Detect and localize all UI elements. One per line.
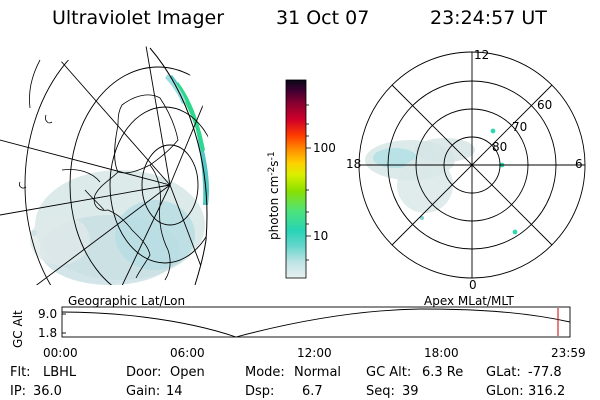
door-value: Open — [170, 365, 205, 380]
alt-xtick-2359: 23:59 — [551, 346, 586, 360]
status-footer: Flt: LBHL Door: Open Mode: Normal GC Alt… — [10, 365, 565, 399]
glat-value: -77.8 — [528, 365, 562, 380]
alt-xtick-0600: 06:00 — [170, 346, 205, 360]
colorbar-scale — [285, 79, 307, 279]
alt-ytick-9: 9.0 — [38, 307, 57, 321]
glon-value: 316.2 — [528, 384, 565, 399]
mlt-label-12: 12 — [474, 48, 489, 62]
colorbar-ticks — [306, 104, 311, 261]
colorbar-tick-10: 10 — [313, 229, 328, 243]
instrument-title: Ultraviolet Imager — [52, 7, 225, 29]
mode-value: Normal — [294, 365, 341, 380]
gc-alt-value: 6.3 Re — [422, 365, 463, 380]
geographic-map-panel: Geographic Lat/Lon — [0, 45, 212, 308]
ip-value: 36.0 — [33, 384, 62, 399]
image-date: 31 Oct 07 — [276, 7, 370, 29]
seq-value: 39 — [402, 384, 419, 399]
geo-grid — [0, 45, 212, 285]
colorbar-tick-100: 100 — [313, 141, 336, 155]
gain-label: Gain: — [126, 384, 160, 399]
alt-xtick-0000: 00:00 — [43, 346, 78, 360]
altitude-curve — [61, 308, 571, 338]
apex-polar-plot: 12 6 0 18 60 70 80 Apex MLat/MLT — [346, 48, 586, 308]
glat-label: GLat: — [486, 365, 521, 380]
right-panel-caption: Apex MLat/MLT — [424, 294, 514, 308]
alt-xtick-1800: 18:00 — [424, 346, 459, 360]
polar-grid — [358, 51, 586, 279]
colorbar: 100 10 photon cm-2s-1 — [267, 79, 336, 279]
alt-ylabel: GC Alt — [11, 310, 25, 348]
dsp-label: Dsp: — [245, 384, 274, 399]
alt-xtick-1200: 12:00 — [297, 346, 332, 360]
lat-label-60: 60 — [537, 98, 552, 112]
ip-label: IP: — [10, 384, 26, 399]
mlt-label-6: 6 — [575, 157, 583, 171]
altitude-plot: 9.0 1.8 GC Alt 00:00 06:00 12:00 18:00 2… — [11, 306, 586, 360]
mlt-label-0: 0 — [469, 278, 477, 292]
colorbar-unit-label: photon cm-2s-1 — [267, 151, 281, 240]
alt-ytick-1.8: 1.8 — [38, 326, 57, 340]
coastlines — [19, 59, 179, 281]
lat-label-80: 80 — [492, 140, 507, 154]
left-panel-caption: Geographic Lat/Lon — [68, 294, 185, 308]
lat-label-70: 70 — [512, 120, 527, 134]
seq-label: Seq: — [366, 384, 395, 399]
door-label: Door: — [126, 365, 161, 380]
image-time: 23:24:57 UT — [430, 7, 547, 29]
dsp-value: 6.7 — [302, 384, 323, 399]
glon-label: GLon: — [486, 384, 524, 399]
aurora-emission-left — [30, 74, 209, 285]
gain-value: 14 — [166, 384, 183, 399]
aurora-emission-right — [365, 128, 518, 235]
flt-value: LBHL — [43, 365, 77, 380]
mode-label: Mode: — [245, 365, 285, 380]
gc-alt-label: GC Alt: — [366, 365, 411, 380]
mlt-label-18: 18 — [346, 157, 361, 171]
flt-label: Flt: — [10, 365, 31, 380]
